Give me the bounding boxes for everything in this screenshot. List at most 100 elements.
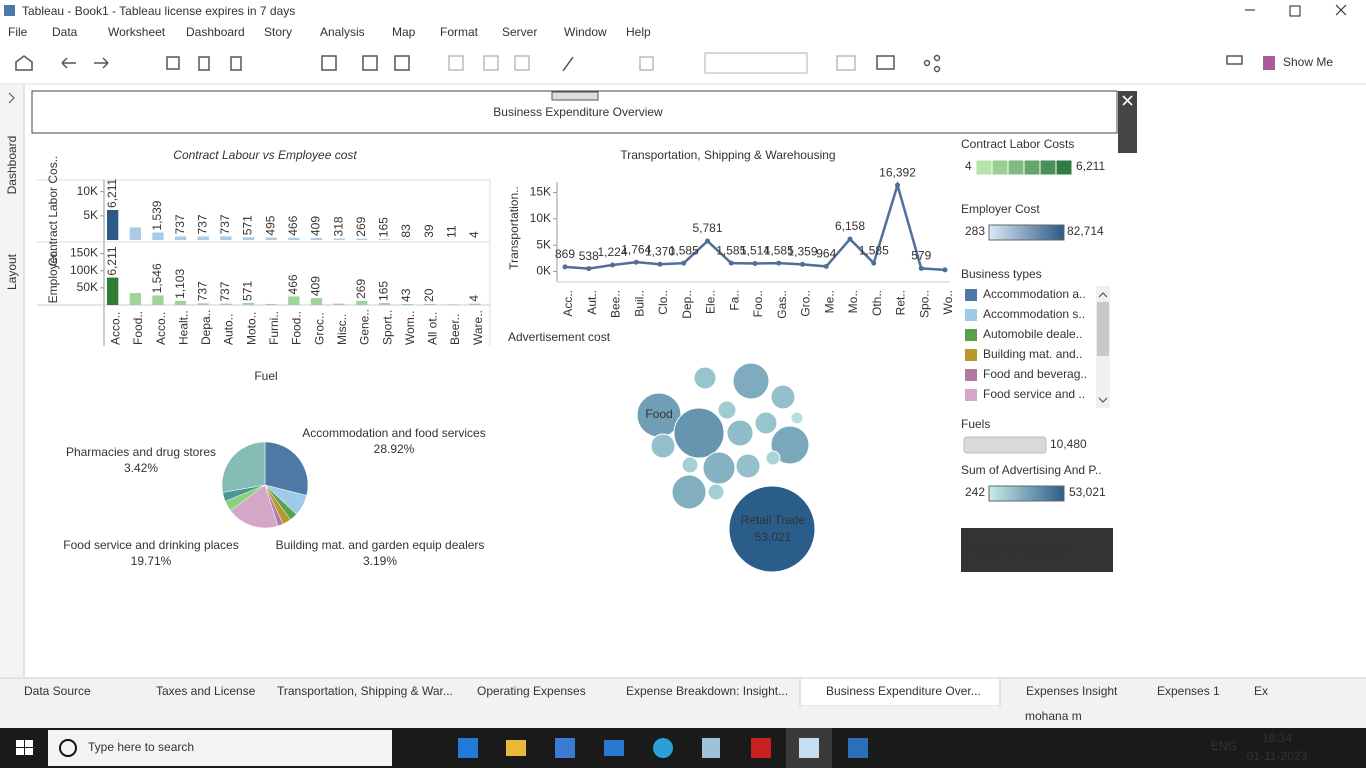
data-label: 83	[399, 224, 413, 238]
legend-title: Fuels	[961, 417, 990, 431]
menu-item[interactable]: Data	[52, 25, 78, 39]
data-label: 1,539	[150, 200, 164, 230]
show-me[interactable]: Show Me	[1283, 55, 1333, 69]
data-label: 737	[218, 281, 232, 301]
x-tick-label: Ele..	[704, 290, 718, 314]
bar	[174, 236, 187, 240]
menu-item[interactable]: Format	[440, 25, 479, 39]
data-label: 1,546	[150, 263, 164, 293]
x-tick-label: Acc..	[561, 290, 575, 317]
show-me-icon[interactable]	[1263, 56, 1275, 70]
sheet-tab[interactable]: Expenses 1	[1157, 684, 1220, 698]
pie-slice	[230, 484, 279, 529]
bar	[378, 239, 391, 240]
menu-item[interactable]: File	[8, 25, 28, 39]
sheet-tab[interactable]: Expense Breakdown: Insight...	[626, 684, 788, 698]
x-tick-label: Gro..	[799, 290, 813, 317]
legend-title: Contract Labor Costs	[961, 137, 1074, 151]
menu-item[interactable]: Story	[264, 25, 292, 39]
menu-item[interactable]: Map	[392, 25, 416, 39]
point	[705, 238, 710, 244]
data-label: 1,585	[764, 243, 794, 257]
active-tab[interactable]	[799, 677, 1001, 707]
menu-item[interactable]: Analysis	[320, 25, 365, 39]
x-tick-label: Food..	[131, 311, 145, 345]
legend-item[interactable]: Food service and ..	[983, 387, 1085, 401]
bar	[129, 293, 141, 305]
sheet-tab[interactable]: Expenses Insight	[1026, 684, 1118, 698]
menu-item[interactable]: Worksheet	[108, 25, 166, 39]
side-tab[interactable]: Layout	[5, 253, 19, 290]
x-tick-label: Healt..	[176, 310, 190, 345]
x-tick-label: Gas..	[775, 290, 789, 319]
sheet-tab[interactable]: Ex	[1254, 684, 1268, 698]
bubble	[770, 384, 796, 410]
x-tick-label: Dep..	[680, 290, 694, 319]
bar	[310, 238, 323, 240]
bar	[424, 303, 436, 305]
legend-max: 10,480	[1050, 437, 1087, 451]
legend-item[interactable]: Food and beverag..	[983, 367, 1087, 381]
point	[847, 236, 853, 242]
legend-item[interactable]: Accommodation s..	[983, 307, 1085, 321]
expand-arrow[interactable]	[8, 92, 15, 104]
y-tick-label: 10K	[77, 184, 98, 198]
taskbar-time: 18:34	[1262, 731, 1292, 745]
bar	[310, 298, 323, 305]
previous-button[interactable]	[961, 528, 1113, 572]
x-tick-label: Sport..	[380, 310, 394, 345]
bar	[129, 227, 141, 240]
legend-swatch	[965, 349, 977, 361]
axis-label: Employer..	[46, 247, 60, 304]
bubble	[671, 474, 707, 510]
x-tick-label: Foo..	[751, 290, 765, 317]
scroll-arrows[interactable]	[1098, 292, 1108, 403]
bar	[469, 303, 481, 305]
scroll-thumb[interactable]	[1097, 302, 1109, 356]
toolbar-icons[interactable]	[15, 52, 1243, 74]
legend-ramp	[988, 485, 1065, 502]
menu-item[interactable]: Window	[564, 25, 607, 39]
x-tick-label: Auto..	[222, 314, 236, 345]
bubble	[650, 433, 676, 459]
chart-title: Fuel	[254, 369, 277, 383]
data-label: 579	[911, 249, 931, 263]
sheet-tab[interactable]: Data Source	[24, 684, 91, 698]
point	[728, 260, 734, 266]
bubble	[728, 485, 816, 573]
menu-item[interactable]: Help	[626, 25, 651, 39]
drag-handle[interactable]	[551, 91, 599, 101]
bar	[242, 302, 255, 305]
point	[895, 182, 900, 188]
close-icon[interactable]	[1122, 95, 1133, 106]
menu-item[interactable]: Server	[502, 25, 537, 39]
window-title: Tableau - Book1 - Tableau license expire…	[22, 4, 295, 18]
x-tick-label: Depa..	[199, 310, 213, 345]
bar	[265, 303, 277, 305]
sheet-tab[interactable]: Operating Expenses	[477, 684, 586, 698]
menu-item[interactable]: Dashboard	[186, 25, 245, 39]
pie-label: Accommodation and food services	[302, 426, 485, 440]
side-tab[interactable]: Dashboard	[5, 136, 19, 195]
search-box[interactable]	[48, 730, 392, 766]
legend-item[interactable]: Building mat. and..	[983, 347, 1082, 361]
sheet-tab[interactable]: Transportation, Shipping & War...	[277, 684, 453, 698]
window-controls[interactable]	[1245, 4, 1347, 17]
legend-item[interactable]: Accommodation a..	[983, 287, 1086, 301]
button-label[interactable]: Previous Dashbo...	[964, 542, 1072, 556]
bar	[174, 300, 187, 305]
legend-swatch	[1007, 159, 1025, 176]
chart-title: Advertisement cost	[508, 330, 611, 344]
bubble	[693, 366, 717, 390]
legend-item[interactable]: Automobile deale..	[983, 327, 1082, 341]
status-bar	[0, 706, 1366, 728]
taskbar-apps[interactable]	[458, 728, 868, 768]
bar	[197, 236, 209, 240]
object-controls[interactable]	[1118, 91, 1137, 153]
sheet-tab[interactable]: Taxes and License	[156, 684, 256, 698]
start-button[interactable]	[16, 740, 33, 755]
data-label: 409	[309, 216, 323, 236]
data-label: 1,359	[787, 244, 817, 258]
app-icon	[4, 5, 15, 16]
sheet-tab[interactable]: Business Expenditure Over...	[826, 684, 981, 698]
